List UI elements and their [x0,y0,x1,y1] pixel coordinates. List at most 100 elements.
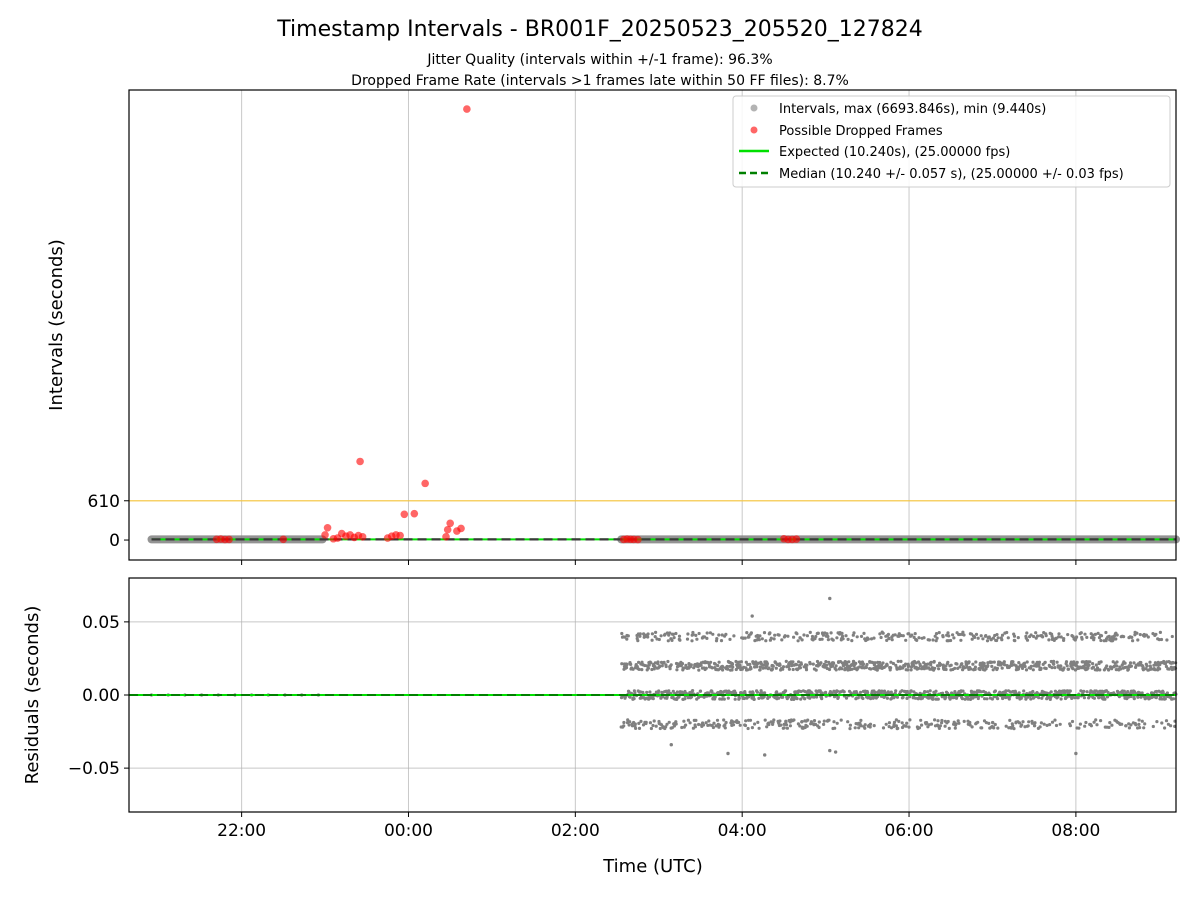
residual-point [1141,668,1145,672]
residual-point [1066,633,1070,637]
residual-point [1099,638,1103,643]
residual-point [792,718,796,722]
residual-point [758,665,763,669]
residual-point [910,633,914,637]
residual-point [745,631,749,635]
residual-point [773,633,777,637]
residual-point [990,664,994,669]
residual-point [1158,630,1162,635]
residual-point [784,689,788,693]
residual-point [761,666,765,670]
top-axes-frame [128,89,1177,561]
residual-point [881,661,885,665]
residual-point [759,689,763,693]
residual-point [1017,661,1021,665]
residual-point [841,637,845,641]
residual-point [956,666,960,671]
residual-point [767,666,771,670]
residual-point [686,718,691,722]
residual-point [1143,722,1147,726]
residual-point [859,634,864,639]
residual-point [831,638,835,642]
residual-point [638,634,642,638]
residual-point [1172,697,1176,701]
residual-point [1037,696,1041,700]
residual-point [657,637,661,642]
residual-point [1006,636,1010,640]
residual-point [1163,726,1167,730]
residual-point [869,637,874,641]
residual-point [644,720,648,724]
residual-point [1104,630,1108,635]
residual-point [929,663,933,667]
residual-point [625,637,629,641]
residual-point [920,723,924,727]
residual-point [1049,690,1053,694]
residual-point [1004,724,1008,728]
residual-point [1108,721,1112,725]
residual-point [878,632,882,636]
residual-point [724,720,728,725]
residual-point [680,662,685,666]
residual-point [935,636,939,640]
residual-point [1159,637,1164,642]
residual-point [765,725,769,729]
residual-point [896,726,900,731]
residual-point [822,722,826,727]
residual-point [866,691,870,695]
residual-point [1138,633,1142,637]
residual-point [1020,666,1025,671]
residual-point [946,719,950,724]
residual-point [768,631,772,635]
residual-point [848,723,853,727]
residual-point [901,634,905,638]
residual-point [1123,661,1127,665]
residual-point [1103,697,1107,701]
residual-point [640,660,644,664]
residual-point [1078,722,1082,726]
residual-point [743,723,748,728]
residual-point [925,721,929,725]
residual-point [632,697,636,701]
residual-point [772,718,776,722]
residual-point [637,667,641,672]
residual-point [1025,631,1029,635]
residual-point [716,664,720,668]
residual-point [913,632,917,636]
residual-point [926,690,930,694]
residual-point [1126,667,1130,672]
residual-point [1171,661,1175,665]
residual-point [763,666,768,670]
residual-point [1151,724,1155,729]
residual-point [852,631,856,635]
dropped-frame-point [463,105,471,113]
residual-point [990,697,995,701]
residual-point [698,689,703,693]
residual-point [680,690,684,694]
residual-point [709,660,713,664]
top-y-tick-label: 0 [109,531,120,551]
residual-point [881,631,885,635]
residual-point [708,631,713,635]
residual-point [794,663,799,667]
residual-point [1043,660,1047,664]
residual-point [995,666,1000,670]
residual-point [842,690,846,694]
residual-point [705,631,709,635]
residual-point [799,662,804,666]
residual-point [653,665,657,669]
residual-point [1154,689,1159,694]
residual-point [755,665,759,669]
residual-point [834,664,838,668]
residual-point [629,662,633,667]
residual-point [1142,726,1146,730]
residual-point [933,634,937,638]
residual-point [704,666,708,670]
residual-point [840,661,845,665]
residual-point [711,632,715,636]
residual-point [802,633,806,637]
residual-point [627,723,631,727]
residual-point [778,719,782,723]
residual-point [1066,667,1071,671]
residual-point [690,639,694,643]
